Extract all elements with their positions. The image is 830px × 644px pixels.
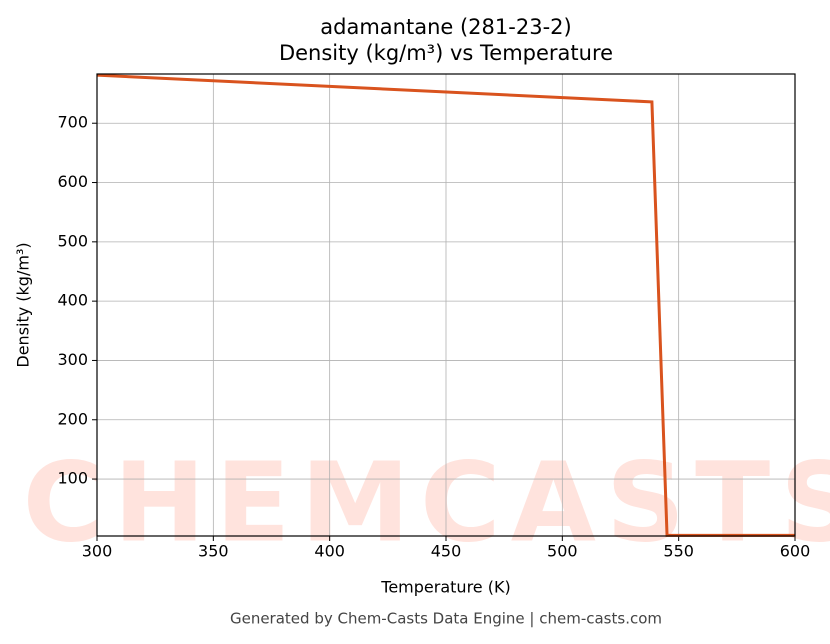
x-tick-label: 350 [198, 542, 229, 561]
x-tick-label: 500 [547, 542, 578, 561]
x-tick-label: 550 [663, 542, 694, 561]
x-axis-label: Temperature (K) [380, 578, 510, 597]
y-tick-label: 700 [57, 113, 88, 132]
y-tick-label: 100 [57, 469, 88, 488]
x-tick-label: 400 [314, 542, 345, 561]
footer: Generated by Chem-Casts Data Engine | ch… [230, 610, 662, 628]
plot-frame [96, 73, 796, 537]
y-tick-label: 200 [57, 409, 88, 428]
x-tick-label: 600 [780, 542, 811, 561]
y-tick-label: 300 [57, 350, 88, 369]
watermark: CHEMCASTS [23, 438, 830, 566]
x-tick-label: 450 [431, 542, 462, 561]
y-tick-label: 400 [57, 291, 88, 310]
x-tick-label: 300 [82, 542, 113, 561]
chart-subtitle: Density (kg/m³) vs Temperature [279, 41, 613, 65]
y-tick-label: 500 [57, 231, 88, 250]
y-tick-label: 600 [57, 172, 88, 191]
chart-title: adamantane (281-23-2) [320, 15, 571, 39]
y-axis-label: Density (kg/m³) [14, 242, 33, 367]
